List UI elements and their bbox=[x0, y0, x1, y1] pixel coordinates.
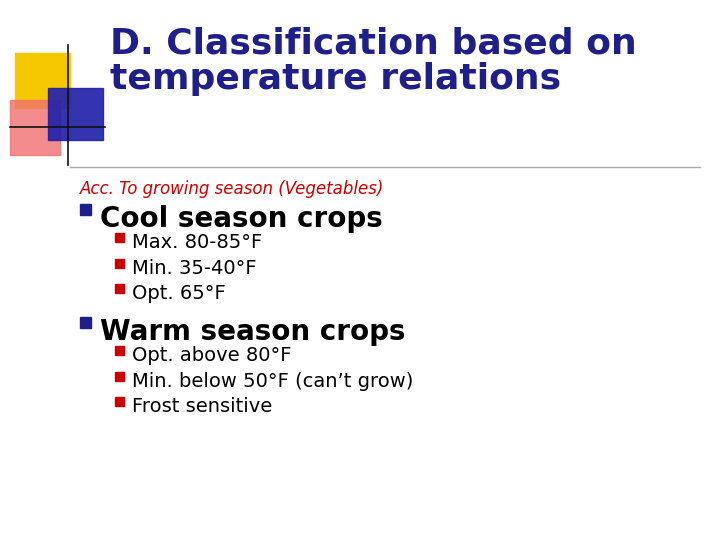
Text: Warm season crops: Warm season crops bbox=[100, 318, 405, 346]
Text: Min. below 50°F (can’t grow): Min. below 50°F (can’t grow) bbox=[132, 372, 413, 391]
Bar bbox=[115, 372, 124, 381]
Text: Opt. above 80°F: Opt. above 80°F bbox=[132, 346, 292, 365]
Bar bbox=[80, 317, 91, 328]
Bar bbox=[115, 284, 124, 293]
Text: Frost sensitive: Frost sensitive bbox=[132, 397, 272, 416]
Text: temperature relations: temperature relations bbox=[110, 62, 561, 96]
Bar bbox=[115, 233, 124, 242]
Text: Max. 80-85°F: Max. 80-85°F bbox=[132, 233, 262, 252]
Bar bbox=[15, 53, 70, 108]
Text: Min. 35-40°F: Min. 35-40°F bbox=[132, 259, 256, 278]
Bar bbox=[48, 88, 103, 140]
Text: Cool season crops: Cool season crops bbox=[100, 205, 383, 233]
Bar bbox=[115, 346, 124, 355]
Text: D. Classification based on: D. Classification based on bbox=[110, 27, 636, 61]
Bar bbox=[10, 100, 60, 155]
Bar bbox=[115, 397, 124, 406]
Text: Acc. To growing season (Vegetables): Acc. To growing season (Vegetables) bbox=[80, 180, 384, 198]
Bar bbox=[115, 259, 124, 268]
Text: Opt. 65°F: Opt. 65°F bbox=[132, 284, 226, 303]
Bar bbox=[80, 204, 91, 215]
